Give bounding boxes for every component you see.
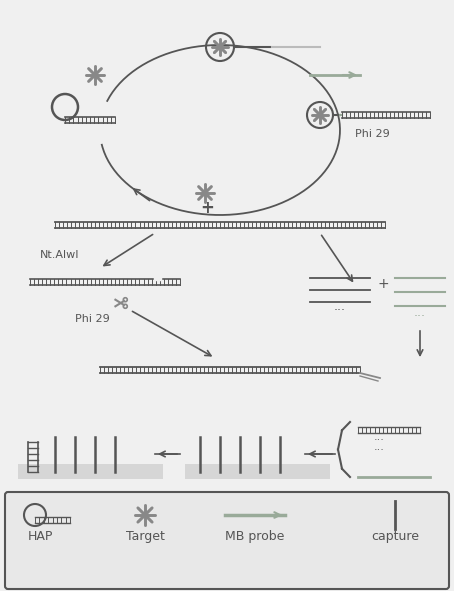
FancyBboxPatch shape	[5, 492, 449, 589]
Text: capture: capture	[371, 530, 419, 543]
Text: ...: ...	[414, 306, 426, 319]
Text: ...: ...	[374, 432, 385, 442]
Text: Target: Target	[126, 530, 164, 543]
Text: +: +	[200, 199, 214, 217]
Text: Phi 29: Phi 29	[75, 314, 110, 324]
Text: +: +	[377, 277, 389, 291]
FancyBboxPatch shape	[18, 464, 163, 479]
Text: MB probe: MB probe	[225, 530, 285, 543]
Text: ...: ...	[334, 300, 346, 313]
Text: HAP: HAP	[27, 530, 53, 543]
Text: Phi 29: Phi 29	[355, 129, 390, 139]
Text: Nt.AlwI: Nt.AlwI	[40, 250, 79, 260]
Text: ...: ...	[374, 442, 385, 452]
FancyBboxPatch shape	[185, 464, 330, 479]
